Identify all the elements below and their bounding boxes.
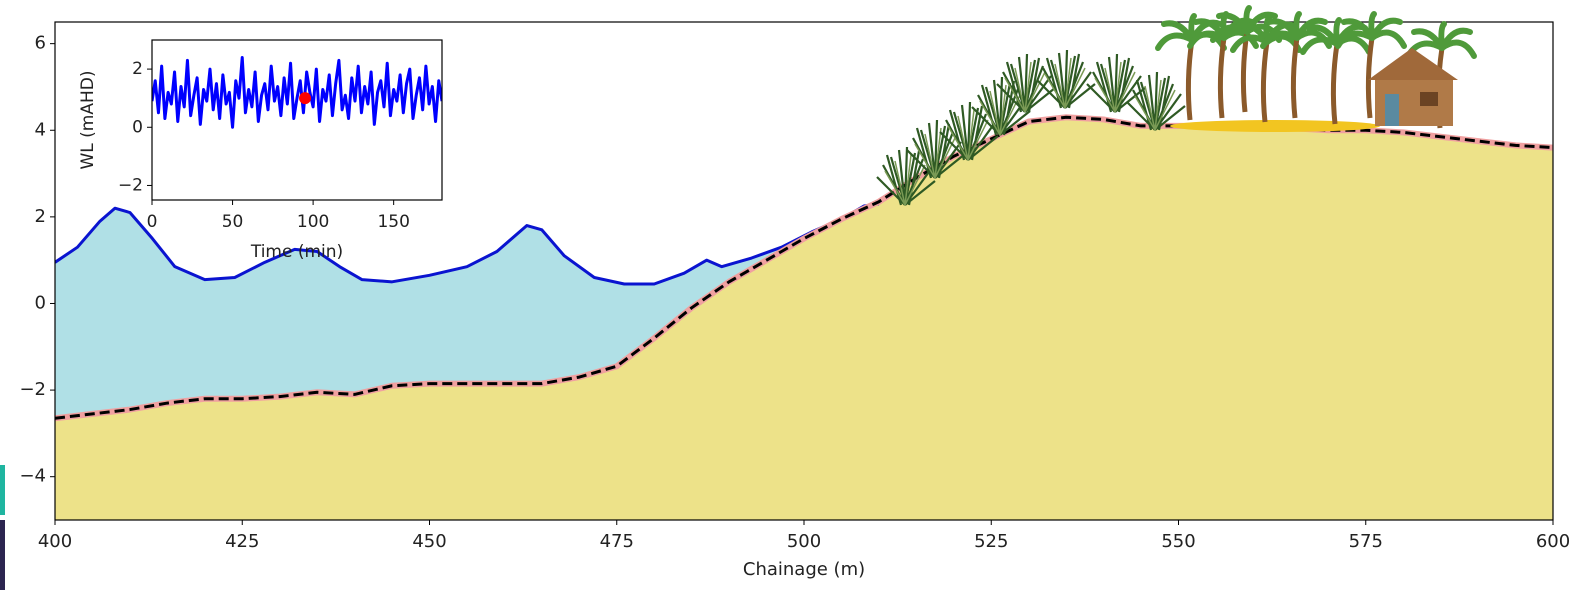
- x-axis-label: Time (min): [250, 242, 343, 262]
- y-tick-label: −2: [118, 175, 143, 195]
- x-tick-label: 575: [1349, 531, 1383, 552]
- y-tick-label: 6: [35, 33, 46, 54]
- y-tick-label: −4: [19, 466, 46, 487]
- x-tick-label: 100: [297, 212, 329, 232]
- y-tick-label: 4: [35, 119, 46, 140]
- x-tick-label: 600: [1536, 531, 1570, 552]
- x-tick-label: 525: [974, 531, 1008, 552]
- x-tick-label: 450: [412, 531, 446, 552]
- x-tick-label: 400: [38, 531, 72, 552]
- x-tick-label: 425: [225, 531, 259, 552]
- y-tick-label: 0: [132, 117, 143, 137]
- y-tick-label: −2: [19, 379, 46, 400]
- side-marker: [0, 465, 5, 515]
- inset-background: [152, 40, 442, 200]
- figure: 400425450475500525550575600−4−20246Chain…: [0, 0, 1576, 590]
- page: {"chart_data": [ {"type": "area", "xlabe…: [0, 0, 1576, 590]
- y-tick-label: 2: [132, 59, 143, 79]
- y-axis-label: WL (mAHD): [78, 70, 98, 169]
- x-tick-label: 150: [377, 212, 409, 232]
- side-marker: [0, 520, 5, 590]
- marker-point: [299, 92, 311, 104]
- x-tick-label: 475: [600, 531, 634, 552]
- x-axis-label: Chainage (m): [743, 559, 865, 580]
- x-tick-label: 500: [787, 531, 821, 552]
- y-tick-label: 2: [35, 206, 46, 227]
- x-tick-label: 550: [1161, 531, 1195, 552]
- y-tick-label: 0: [35, 292, 46, 313]
- x-tick-label: 50: [222, 212, 244, 232]
- x-tick-label: 0: [147, 212, 158, 232]
